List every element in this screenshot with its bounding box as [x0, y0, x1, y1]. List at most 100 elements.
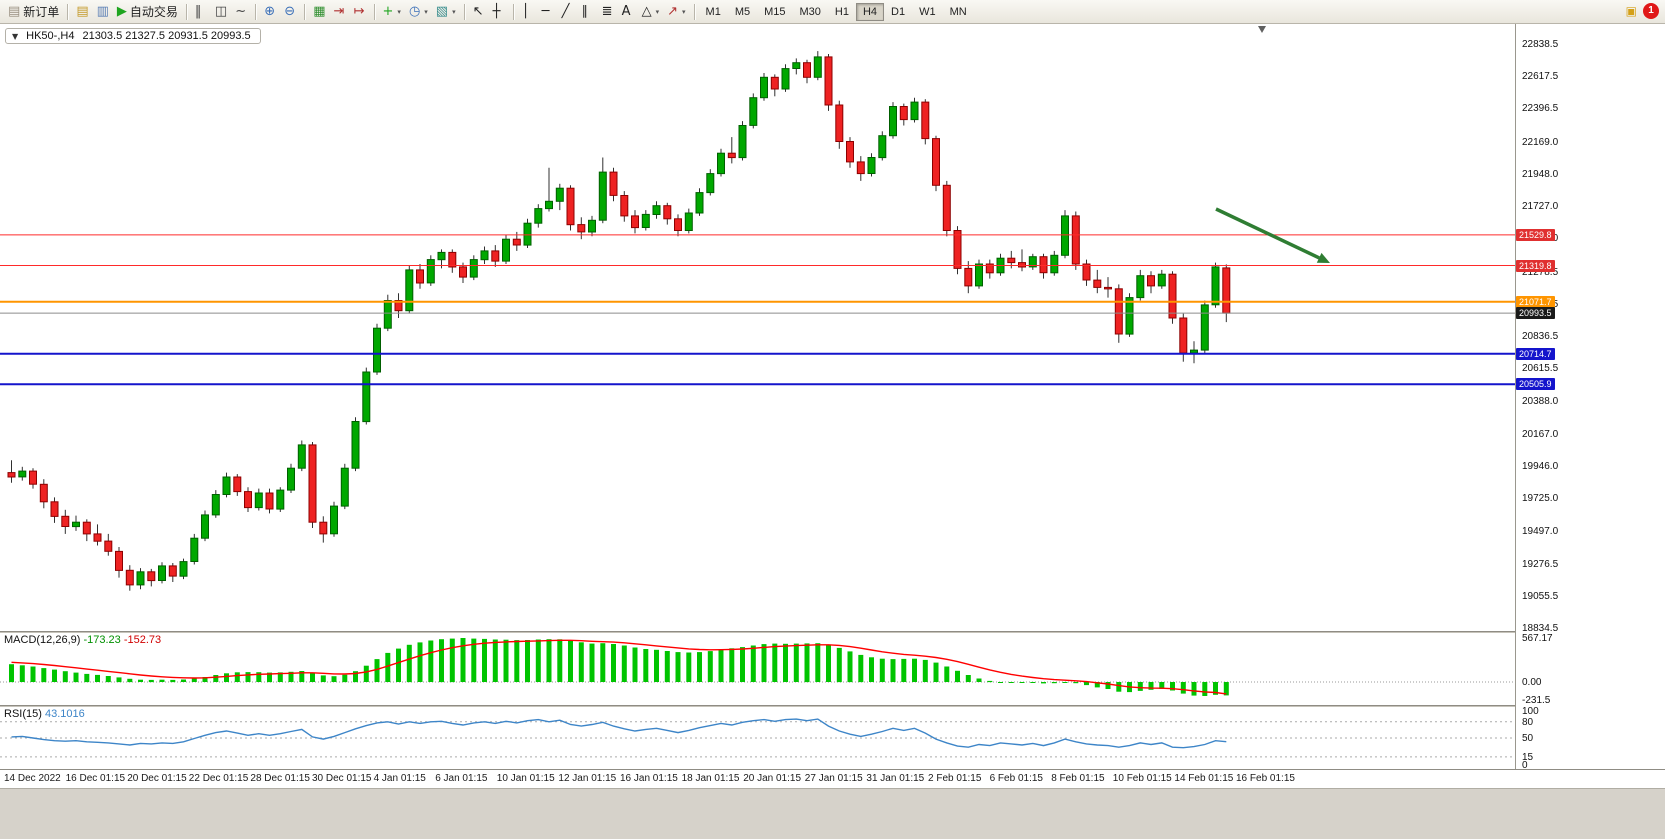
- price-tick-label: 22838.5: [1522, 39, 1559, 50]
- macd-histogram-bar: [729, 648, 735, 683]
- candle-body: [265, 492, 274, 510]
- macd-histogram-bar: [535, 639, 541, 682]
- candle-body: [792, 62, 801, 70]
- timeframe-w1-button[interactable]: W1: [912, 3, 943, 21]
- price-line-badge-21071.7: 21071.7: [1516, 295, 1555, 308]
- ohlc-values: 21303.5 21327.5 20931.5 20993.5: [82, 30, 251, 42]
- candle-body: [727, 152, 736, 159]
- macd-histogram-bar: [815, 643, 821, 682]
- macd-histogram-bar: [245, 672, 251, 682]
- macd-histogram-bar: [621, 645, 627, 682]
- fibonacci-icon[interactable]: ≣: [598, 2, 618, 22]
- horizontal-line-icon[interactable]: ─: [538, 2, 558, 22]
- time-tick-label: 2 Feb 01:15: [928, 773, 982, 784]
- timeframe-m15-button[interactable]: M15: [757, 3, 792, 21]
- candle-body: [459, 266, 467, 278]
- price-tick-label: 20388.0: [1522, 396, 1559, 408]
- candlestick-chart-type-icon[interactable]: ◫: [211, 2, 231, 22]
- candle-body: [566, 187, 575, 226]
- price-axis[interactable]: 22838.5 22617.5 22396.5 22169.0 21948.0 21727…: [1515, 24, 1665, 771]
- periods-icon: ◷: [408, 4, 421, 19]
- alerts-icon[interactable]: ▣: [1625, 4, 1637, 18]
- candle-body: [1200, 304, 1209, 351]
- candle-body: [383, 300, 392, 329]
- time-tick-label: 30 Dec 01:15: [312, 773, 372, 784]
- chart-shift-marker-icon[interactable]: [1258, 26, 1266, 33]
- autotrading-button[interactable]: ▶ 自动交易: [113, 2, 182, 22]
- zoom-in-icon[interactable]: ⊕: [260, 2, 280, 22]
- timeframe-h1-button[interactable]: H1: [828, 3, 856, 21]
- line-chart-type-icon[interactable]: ~: [231, 2, 251, 22]
- price-tick-label: 19276.5: [1522, 558, 1559, 570]
- main-chart[interactable]: ▼ HK50-,H4 21303.5 21327.5 20931.5 20993…: [0, 24, 1515, 631]
- candle-body: [706, 173, 715, 194]
- tile-windows-icon[interactable]: ▦: [309, 2, 329, 22]
- timeframe-mn-button[interactable]: MN: [943, 3, 974, 21]
- arrows-icon[interactable]: ↗ ▾: [663, 2, 689, 22]
- candle-body: [351, 421, 360, 469]
- vertical-line-icon[interactable]: │: [518, 2, 538, 22]
- candle-body: [1190, 349, 1198, 354]
- candle-body: [158, 565, 166, 582]
- macd-histogram-bar: [546, 639, 552, 683]
- candle-body: [491, 250, 500, 262]
- price-line-badge-21319.8: 21319.8: [1516, 259, 1555, 272]
- macd-histogram-bar: [1223, 682, 1229, 696]
- chart-shift-icon: ↦: [353, 4, 365, 19]
- rsi-pane[interactable]: RSI(15) 43.1016: [0, 707, 1515, 769]
- price-tick-label: 19497.0: [1522, 526, 1559, 538]
- macd-histogram-bar: [922, 659, 928, 682]
- timeframe-m5-button[interactable]: M5: [728, 3, 757, 21]
- pane-splitter[interactable]: [0, 631, 1665, 633]
- macd-histogram-bar: [170, 679, 176, 683]
- crosshair-icon[interactable]: ┼: [489, 2, 509, 22]
- candle-body: [964, 267, 973, 287]
- price-tick-label: 19055.5: [1522, 590, 1559, 602]
- macd-pane[interactable]: MACD(12,26,9) -173.23 -152.73: [0, 633, 1515, 705]
- candle-body: [921, 101, 930, 140]
- arrow-annotation[interactable]: [1215, 207, 1320, 260]
- shapes-icon[interactable]: △ ▾: [638, 2, 664, 22]
- timeframe-m1-button[interactable]: M1: [699, 3, 728, 21]
- indicators-icon: +: [382, 4, 394, 19]
- pane-splitter[interactable]: [0, 705, 1665, 707]
- bar-chart-type-icon[interactable]: ‖: [191, 2, 211, 22]
- periods-button[interactable]: ◷ ▾: [405, 2, 432, 22]
- timeframe-d1-button[interactable]: D1: [884, 3, 912, 21]
- new-order-button-label: 新订单: [23, 5, 60, 19]
- price-tick-label: 20167.0: [1522, 428, 1559, 440]
- text-icon[interactable]: A: [618, 2, 638, 22]
- collapse-arrow-icon[interactable]: ▼: [12, 31, 19, 41]
- notification-badge[interactable]: 1: [1643, 3, 1659, 19]
- macd-histogram-bar: [234, 672, 240, 682]
- time-tick-label: 20 Dec 01:15: [127, 773, 187, 784]
- time-axis[interactable]: 14 Dec 2022 16 Dec 01:15 20 Dec 01:15 22 De…: [0, 769, 1665, 789]
- macd-histogram-bar: [503, 639, 509, 682]
- trendline-icon[interactable]: ╱: [558, 2, 578, 22]
- rsi-tick-label: 50: [1522, 733, 1534, 744]
- indicators-button[interactable]: + ▾: [379, 2, 405, 22]
- macd-histogram-bar: [449, 638, 455, 683]
- candle-body: [1168, 273, 1177, 319]
- candle-body: [469, 259, 478, 278]
- candle-body: [975, 263, 983, 287]
- auto-scroll-icon[interactable]: ⇥: [330, 2, 350, 22]
- timeframe-h4-button[interactable]: H4: [855, 2, 885, 21]
- timeframe-m30-button[interactable]: M30: [793, 3, 828, 21]
- arrow-annotation-head[interactable]: [1316, 252, 1330, 263]
- macd-histogram-bar: [890, 659, 896, 682]
- cursor-icon[interactable]: ↖: [469, 2, 489, 22]
- candle-body: [426, 259, 435, 284]
- price-tick-label: 19725.0: [1522, 493, 1559, 505]
- templates-button[interactable]: ▧ ▾: [432, 2, 460, 22]
- macd-histogram-bar: [987, 680, 993, 683]
- macd-value: -173.23: [83, 634, 121, 646]
- channel-icon[interactable]: ∥: [578, 2, 598, 22]
- zoom-out-icon[interactable]: ⊖: [280, 2, 300, 22]
- chart-shift-icon[interactable]: ↦: [350, 2, 370, 22]
- new-chart-icon[interactable]: ▤: [72, 2, 92, 22]
- bar-chart-type-icon: ‖: [194, 4, 202, 19]
- macd-histogram-bar: [471, 638, 477, 683]
- new-order-button[interactable]: ▤ 新订单: [4, 2, 63, 22]
- profiles-icon[interactable]: ▥: [93, 2, 113, 22]
